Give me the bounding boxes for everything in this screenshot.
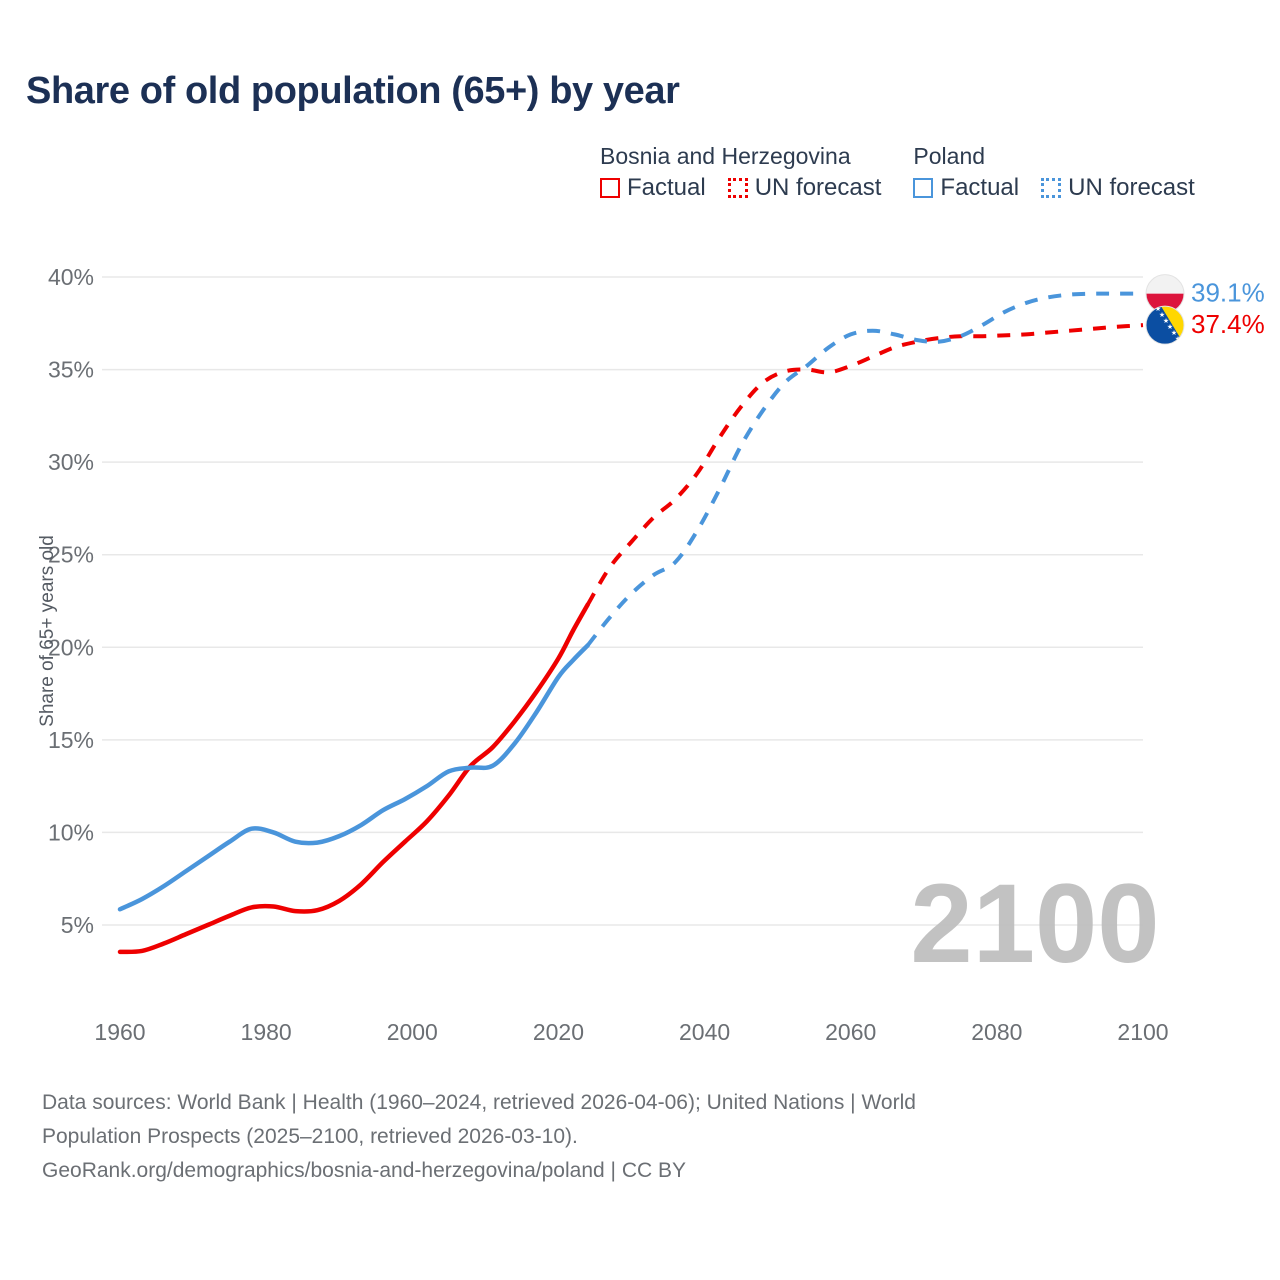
series-line-factual xyxy=(117,643,590,912)
y-tick-label: 10% xyxy=(48,819,94,845)
legend-item-bosnia-forecast[interactable]: UN forecast xyxy=(727,174,882,202)
x-axis-tick-labels: 1960 1980 2000 2020 2040 2060 2080 2100 xyxy=(94,1019,1168,1045)
bosnia-flag-icon: ★★★★★★ xyxy=(1145,305,1185,345)
footer-line-1: Data sources: World Bank | Health (1960–… xyxy=(42,1091,916,1114)
footer-line-3[interactable]: GeoRank.org/demographics/bosnia-and-herz… xyxy=(42,1159,686,1182)
x-tick-label: 1960 xyxy=(94,1019,145,1045)
legend-group-title-bosnia: Bosnia and Herzegovina xyxy=(600,143,851,169)
svg-text:★: ★ xyxy=(1159,311,1165,319)
x-tick-label: 2020 xyxy=(533,1019,584,1045)
legend-swatch-solid-red-icon xyxy=(600,178,620,198)
y-tick-label: 5% xyxy=(61,912,94,938)
x-tick-label: 2040 xyxy=(679,1019,730,1045)
legend-swatch-dotted-blue-icon xyxy=(1041,178,1062,198)
poland-flag-icon xyxy=(1145,274,1185,314)
year-watermark: 2100 xyxy=(910,861,1159,986)
y-axis-title: Share of 65+ years old xyxy=(37,535,58,727)
legend-swatch-dotted-red-icon xyxy=(727,178,748,198)
legend-label-bosnia-factual: Factual xyxy=(627,174,706,201)
legend-item-poland-forecast[interactable]: UN forecast xyxy=(1041,174,1195,202)
legend-label-poland-factual: Factual xyxy=(940,174,1020,201)
x-tick-label: 2100 xyxy=(1117,1019,1168,1045)
svg-text:★: ★ xyxy=(1155,305,1161,313)
x-tick-label: 1980 xyxy=(241,1019,292,1045)
legend-label-bosnia-forecast: UN forecast xyxy=(754,174,882,201)
legend-group-title-poland: Poland xyxy=(913,143,986,169)
legend-group-poland: Poland Factual UN forecast xyxy=(913,142,1195,202)
y-tick-label: 40% xyxy=(48,264,94,290)
series-line-forecast xyxy=(585,323,1144,606)
legend-item-bosnia-factual[interactable]: Factual xyxy=(600,174,706,202)
x-tick-label: 2080 xyxy=(971,1019,1022,1045)
page-title: Share of old population (65+) by year xyxy=(26,70,680,112)
svg-text:★: ★ xyxy=(1171,329,1177,337)
gridlines xyxy=(102,276,1143,926)
legend-label-poland-forecast: UN forecast xyxy=(1068,174,1195,201)
svg-text:★: ★ xyxy=(1167,323,1173,331)
x-tick-label: 2060 xyxy=(825,1019,876,1045)
footer-sources: Data sources: World Bank | Health (1960–… xyxy=(42,1086,1222,1188)
end-markers: 39.1%★★★★★★37.4% xyxy=(1145,274,1265,345)
y-tick-label: 30% xyxy=(48,449,94,475)
chart-legend: Bosnia and Herzegovina Factual UN foreca… xyxy=(600,142,1195,202)
x-tick-label: 2000 xyxy=(387,1019,438,1045)
svg-text:★: ★ xyxy=(1175,335,1181,343)
series-line-factual xyxy=(117,602,590,955)
legend-item-poland-factual[interactable]: Factual xyxy=(913,174,1019,202)
footer-line-2: Population Prospects (2025–2100, retriev… xyxy=(42,1125,578,1148)
svg-text:★: ★ xyxy=(1163,317,1169,325)
bosnia-end-value-label: 37.4% xyxy=(1191,309,1265,339)
legend-group-bosnia: Bosnia and Herzegovina Factual UN foreca… xyxy=(600,142,881,202)
legend-swatch-solid-blue-icon xyxy=(913,178,934,198)
y-tick-label: 35% xyxy=(48,357,94,383)
series-line-forecast xyxy=(586,291,1143,647)
series-lines xyxy=(117,291,1144,955)
poland-end-value-label: 39.1% xyxy=(1191,278,1265,308)
